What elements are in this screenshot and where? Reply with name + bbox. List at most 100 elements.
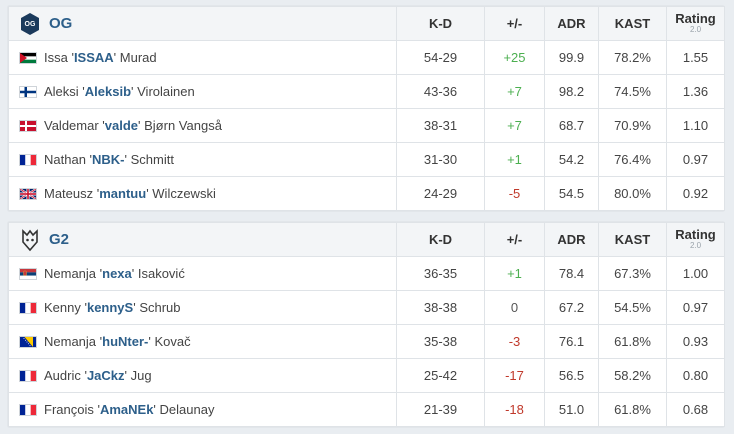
player-last-name: ' Wilczewski xyxy=(146,186,216,201)
player-cell: Audric 'JaCkz' Jug xyxy=(8,358,397,393)
table-row: Mateusz 'mantuu' Wilczewski 24-29 -5 54.… xyxy=(8,176,725,211)
kd-value: 38-31 xyxy=(396,108,485,143)
player-name-link[interactable]: Nemanja 'nexa' Isaković xyxy=(44,266,185,281)
player-nickname: mantuu xyxy=(99,186,147,201)
rating-header-label: Rating xyxy=(675,10,716,26)
kast-value: 70.9% xyxy=(598,108,667,143)
plus-minus-value: -3 xyxy=(484,324,545,359)
rating-header: Rating 2.0 xyxy=(666,6,725,41)
player-nickname: Aleksib xyxy=(84,84,132,99)
kd-value: 54-29 xyxy=(396,40,485,75)
player-name-link[interactable]: Kenny 'kennyS' Schrub xyxy=(44,300,181,315)
g2-logo-icon xyxy=(19,228,41,252)
player-nickname: NBK- xyxy=(92,152,125,167)
france-flag-icon xyxy=(19,369,37,382)
player-nickname: kennyS xyxy=(86,300,134,315)
kast-value: 74.5% xyxy=(598,74,667,109)
player-name-link[interactable]: Issa 'ISSAA' Murad xyxy=(44,50,157,65)
player-last-name: ' Schmitt xyxy=(124,152,174,167)
plus-minus-value: +7 xyxy=(484,74,545,109)
france-flag-icon xyxy=(19,403,37,416)
rating-value: 0.97 xyxy=(666,290,725,325)
player-name-link[interactable]: Aleksi 'Aleksib' Virolainen xyxy=(44,84,195,99)
adr-value: 98.2 xyxy=(544,74,599,109)
table-row: Valdemar 'valde' Bjørn Vangså 38-31 +7 6… xyxy=(8,108,725,143)
kd-value: 24-29 xyxy=(396,176,485,211)
player-cell: Aleksi 'Aleksib' Virolainen xyxy=(8,74,397,109)
kast-header: KAST xyxy=(598,6,667,41)
player-first-name: Kenny ' xyxy=(44,300,87,315)
player-first-name: Aleksi ' xyxy=(44,84,85,99)
team-name-link[interactable]: G2 xyxy=(49,231,70,248)
rating-value: 1.00 xyxy=(666,256,725,291)
kast-value: 61.8% xyxy=(598,392,667,427)
jordan-flag-icon xyxy=(19,51,37,64)
team-header: G2 xyxy=(8,222,397,257)
player-first-name: François ' xyxy=(44,402,100,417)
player-name-link[interactable]: Mateusz 'mantuu' Wilczewski xyxy=(44,186,216,201)
player-cell: Nathan 'NBK-' Schmitt xyxy=(8,142,397,177)
player-nickname: huNter- xyxy=(102,334,149,349)
plus-minus-header: +/- xyxy=(484,222,545,257)
table-header-row: G2 K-D +/- ADR KAST Rating 2.0 xyxy=(8,222,725,257)
adr-value: 78.4 xyxy=(544,256,599,291)
kast-value: 76.4% xyxy=(598,142,667,177)
player-name-link[interactable]: Nemanja 'huNter-' Kovač xyxy=(44,334,191,349)
kd-value: 43-36 xyxy=(396,74,485,109)
player-name-link[interactable]: Valdemar 'valde' Bjørn Vangså xyxy=(44,118,222,133)
kast-value: 54.5% xyxy=(598,290,667,325)
player-cell: Nemanja 'nexa' Isaković xyxy=(8,256,397,291)
kast-value: 67.3% xyxy=(598,256,667,291)
player-first-name: Issa ' xyxy=(44,50,74,65)
plus-minus-value: 0 xyxy=(484,290,545,325)
player-name-link[interactable]: Audric 'JaCkz' Jug xyxy=(44,368,152,383)
adr-value: 99.9 xyxy=(544,40,599,75)
team-name-link[interactable]: OG xyxy=(49,15,73,32)
rating-header-label: Rating xyxy=(675,226,716,242)
rating-value: 0.97 xyxy=(666,142,725,177)
table-row: Issa 'ISSAA' Murad 54-29 +25 99.9 78.2% … xyxy=(8,40,725,75)
finland-flag-icon xyxy=(19,85,37,98)
table-row: Aleksi 'Aleksib' Virolainen 43-36 +7 98.… xyxy=(8,74,725,109)
kd-value: 36-35 xyxy=(396,256,485,291)
player-name-link[interactable]: Nathan 'NBK-' Schmitt xyxy=(44,152,174,167)
adr-header: ADR xyxy=(544,6,599,41)
player-nickname: nexa xyxy=(102,266,132,281)
player-nickname: AmaNEk xyxy=(99,402,154,417)
rating-value: 1.10 xyxy=(666,108,725,143)
player-first-name: Nemanja ' xyxy=(44,266,103,281)
plus-minus-value: +1 xyxy=(484,142,545,177)
adr-value: 68.7 xyxy=(544,108,599,143)
team-stats-table-g2: G2 K-D +/- ADR KAST Rating 2.0 Nemanja '… xyxy=(8,222,725,427)
player-cell: Nemanja 'huNter-' Kovač xyxy=(8,324,397,359)
plus-minus-value: -5 xyxy=(484,176,545,211)
player-cell: Mateusz 'mantuu' Wilczewski xyxy=(8,176,397,211)
kast-header: KAST xyxy=(598,222,667,257)
serbia-flag-icon xyxy=(19,267,37,280)
denmark-flag-icon xyxy=(19,119,37,132)
player-cell: Kenny 'kennyS' Schrub xyxy=(8,290,397,325)
rating-value: 0.92 xyxy=(666,176,725,211)
rating-value: 0.93 xyxy=(666,324,725,359)
plus-minus-header: +/- xyxy=(484,6,545,41)
kd-value: 21-39 xyxy=(396,392,485,427)
adr-value: 51.0 xyxy=(544,392,599,427)
kast-value: 58.2% xyxy=(598,358,667,393)
player-last-name: ' Murad xyxy=(113,50,157,65)
table-row: Kenny 'kennyS' Schrub 38-38 0 67.2 54.5%… xyxy=(8,290,725,325)
player-nickname: valde xyxy=(104,118,139,133)
table-row: Nathan 'NBK-' Schmitt 31-30 +1 54.2 76.4… xyxy=(8,142,725,177)
france-flag-icon xyxy=(19,301,37,314)
player-last-name: ' Delaunay xyxy=(153,402,215,417)
rating-header: Rating 2.0 xyxy=(666,222,725,257)
player-first-name: Nathan ' xyxy=(44,152,93,167)
player-cell: François 'AmaNEk' Delaunay xyxy=(8,392,397,427)
adr-value: 76.1 xyxy=(544,324,599,359)
kast-value: 78.2% xyxy=(598,40,667,75)
player-first-name: Valdemar ' xyxy=(44,118,105,133)
og-logo-icon: OG xyxy=(19,12,41,36)
rating-value: 1.36 xyxy=(666,74,725,109)
svg-text:OG: OG xyxy=(25,21,36,28)
player-name-link[interactable]: François 'AmaNEk' Delaunay xyxy=(44,402,214,417)
player-first-name: Nemanja ' xyxy=(44,334,103,349)
